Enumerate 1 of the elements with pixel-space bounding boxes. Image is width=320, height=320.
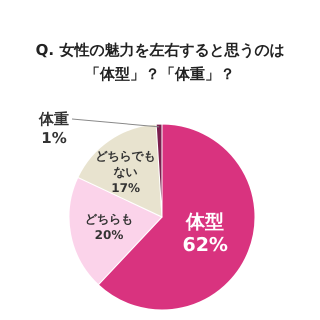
title: Q. 女性の魅力を左右すると思うのは「体型」？「体重」？: [34, 40, 286, 85]
